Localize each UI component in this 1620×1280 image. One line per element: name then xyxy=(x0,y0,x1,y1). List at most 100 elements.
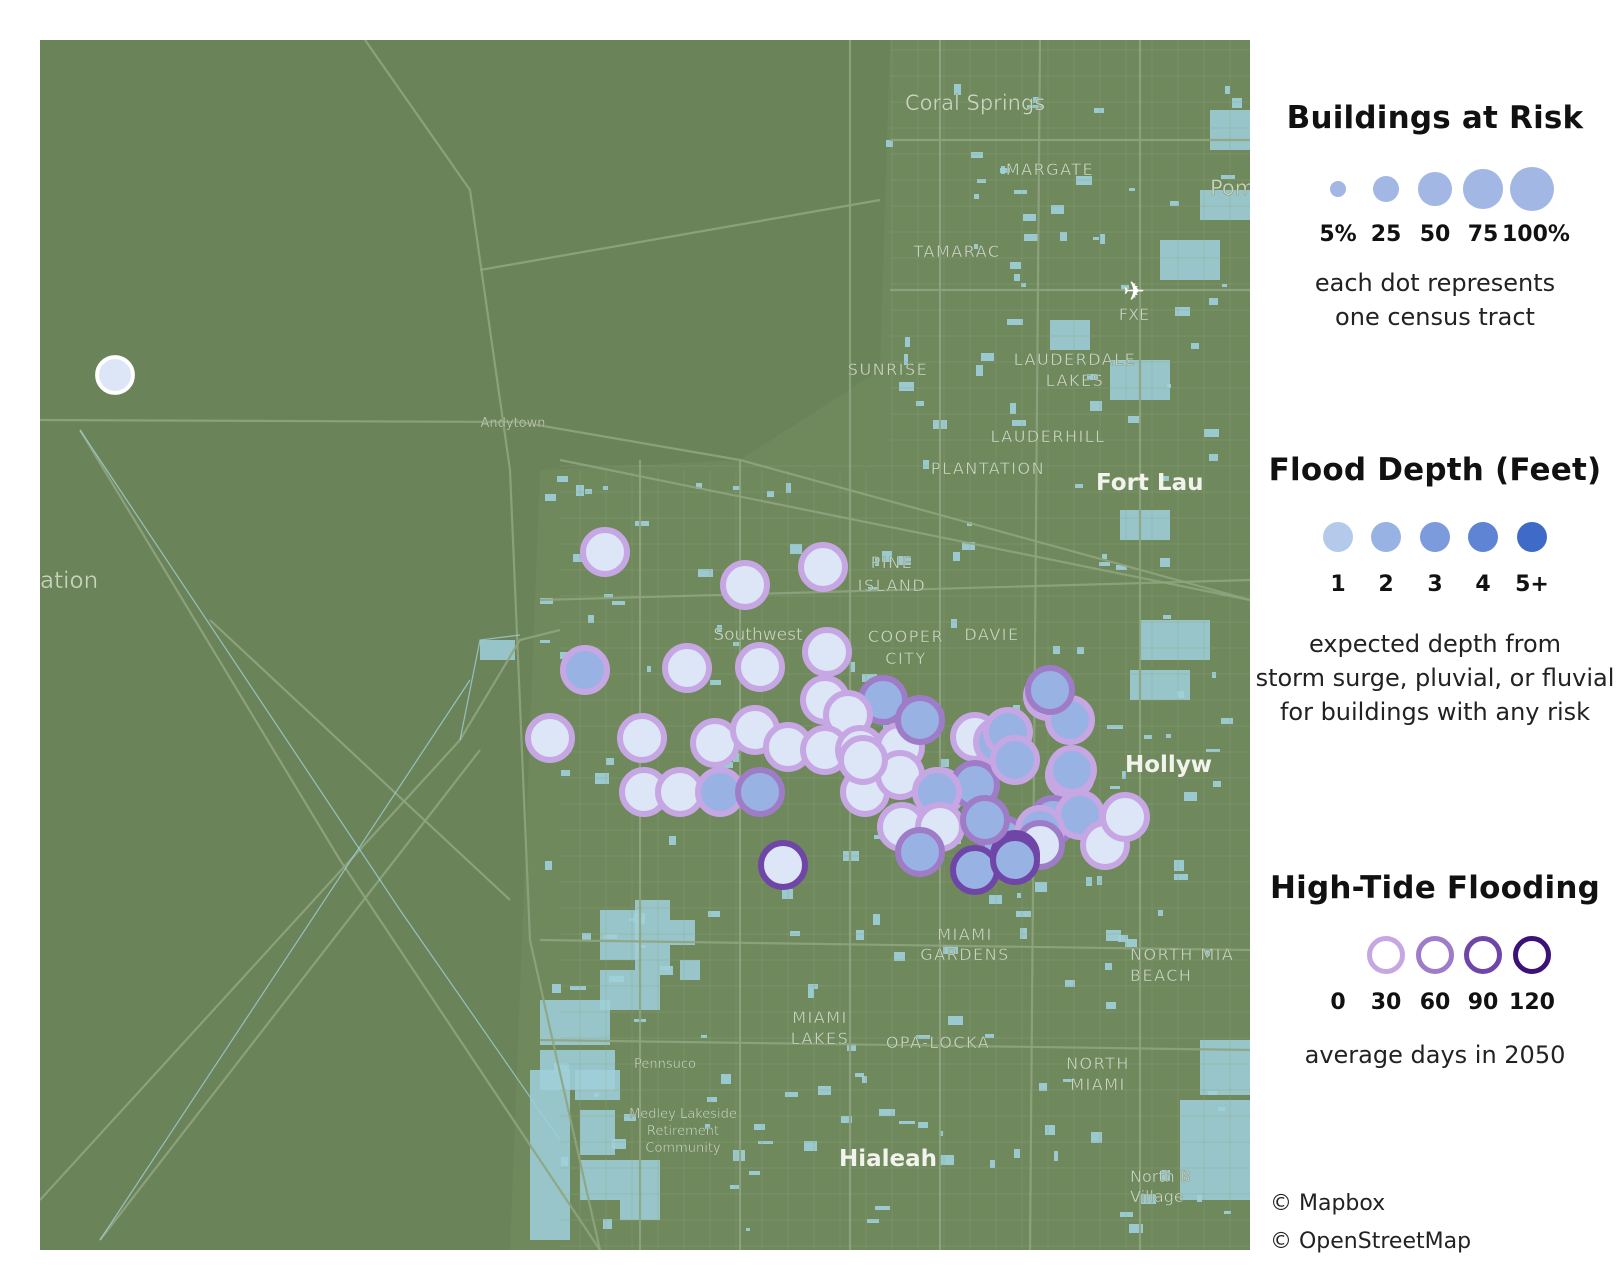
tract-dot[interactable] xyxy=(735,642,785,692)
tract-dot[interactable] xyxy=(720,560,770,610)
risk-size-swatch xyxy=(1418,172,1452,206)
place-label: Hollyw xyxy=(1125,752,1212,778)
place-label: Andytown xyxy=(481,416,546,431)
place-label: Village xyxy=(1130,1187,1184,1206)
place-label: NORTH xyxy=(1066,1054,1130,1073)
place-label: LAKES xyxy=(1046,371,1104,390)
tract-dots xyxy=(95,355,1150,895)
tract-dot[interactable] xyxy=(802,627,852,677)
depth-label: 3 xyxy=(1427,572,1443,597)
tract-dot[interactable] xyxy=(990,835,1040,885)
tract-dot[interactable] xyxy=(895,695,945,745)
risk-size-label: 100% xyxy=(1502,222,1570,247)
tract-dot[interactable] xyxy=(758,840,808,890)
risk-note: each dot represents one census tract xyxy=(1255,266,1615,334)
place-label: LAUDERDALE xyxy=(1014,350,1137,369)
place-label: COOPER xyxy=(868,627,944,646)
depth-label: 1 xyxy=(1330,572,1346,597)
tract-dot[interactable] xyxy=(735,767,785,817)
place-label: Southwest xyxy=(713,625,803,645)
place-label: SUNRISE xyxy=(848,360,928,379)
place-label: LAKES xyxy=(791,1029,849,1048)
tract-dot[interactable] xyxy=(1100,792,1150,842)
place-label: NORTH MIA xyxy=(1130,945,1234,964)
place-label: GARDENS xyxy=(920,945,1010,964)
risk-size-label: 5% xyxy=(1319,222,1357,247)
legend-buildings-at-risk: Buildings at Risk 5% 25 50 75 100% each dot … xyxy=(1255,100,1615,334)
depth-swatch xyxy=(1420,522,1450,552)
place-label: Medley Lakeside xyxy=(629,1107,737,1122)
place-labels: Coral Springs MARGATE Pom TAMARAC FXE SUNRISE… xyxy=(40,91,1250,1206)
place-label: Fort Lau xyxy=(1096,470,1203,496)
place-label: BEACH xyxy=(1130,966,1192,985)
tract-dot[interactable] xyxy=(1047,745,1097,795)
place-label: Pom xyxy=(1210,176,1250,200)
map-credits: © Mapbox © OpenStreetMap xyxy=(1270,1185,1471,1261)
depth-swatch xyxy=(1517,522,1547,552)
tract-dot[interactable] xyxy=(662,643,712,693)
tract-dot[interactable] xyxy=(838,735,888,785)
place-label: Hialeah xyxy=(839,1146,937,1172)
tract-dot[interactable] xyxy=(617,713,667,763)
tract-dot[interactable] xyxy=(798,542,848,592)
depth-note: expected depth from storm surge, pluvial… xyxy=(1255,627,1615,729)
place-label: ation xyxy=(40,568,98,594)
tract-dot[interactable] xyxy=(580,527,630,577)
tract-dot[interactable] xyxy=(990,735,1040,785)
depth-label: 4 xyxy=(1475,572,1491,597)
tract-dot[interactable] xyxy=(560,645,610,695)
risk-size-swatches xyxy=(1255,164,1615,216)
depth-label: 2 xyxy=(1378,572,1394,597)
place-label: MIAMI xyxy=(1070,1075,1126,1094)
tide-ring-swatches xyxy=(1255,930,1615,980)
depth-swatch xyxy=(1371,522,1401,552)
place-label: FXE xyxy=(1119,305,1149,324)
tide-label: 0 xyxy=(1330,990,1346,1015)
risk-size-labels: 5% 25 50 75 100% xyxy=(1255,222,1615,252)
tide-ring-swatch xyxy=(1513,936,1551,974)
place-label: PLANTATION xyxy=(931,459,1045,478)
tract-dot[interactable] xyxy=(960,795,1010,845)
tract-dot[interactable] xyxy=(1025,665,1075,715)
tract-dot[interactable] xyxy=(950,845,1000,895)
tide-label: 30 xyxy=(1370,990,1402,1015)
depth-swatch xyxy=(1323,522,1353,552)
basemap: Coral Springs MARGATE Pom TAMARAC FXE SUNRISE… xyxy=(40,40,1250,1250)
place-label: MIAMI xyxy=(792,1008,848,1027)
place-label: ISLAND xyxy=(858,576,926,595)
risk-size-swatch xyxy=(1373,176,1399,202)
depth-labels: 1 2 3 4 5+ xyxy=(1255,572,1615,602)
place-label: PINE xyxy=(871,553,913,572)
airplane-icon: ✈ xyxy=(1123,277,1145,307)
depth-swatch xyxy=(1468,522,1498,552)
depth-color-swatches xyxy=(1255,512,1615,562)
tide-ring-swatch xyxy=(1367,936,1405,974)
depth-note-line-2: storm surge, pluvial, or fluvial xyxy=(1255,664,1615,692)
place-label: TAMARAC xyxy=(912,242,1000,261)
tide-note: average days in 2050 xyxy=(1304,1041,1566,1069)
legend-flood-depth: Flood Depth (Feet) 1 2 3 4 5+ expected depth… xyxy=(1255,452,1615,729)
place-label: North B xyxy=(1130,1167,1191,1186)
tide-label: 90 xyxy=(1467,990,1499,1015)
place-label: LAUDERHILL xyxy=(990,427,1105,446)
tide-ring-swatch xyxy=(1464,936,1502,974)
legend-depth-title: Flood Depth (Feet) xyxy=(1268,452,1602,488)
depth-note-line-1: expected depth from xyxy=(1308,630,1562,658)
tide-labels: 0 30 60 90 120 xyxy=(1255,990,1615,1020)
place-label: DAVIE xyxy=(964,625,1019,644)
map[interactable]: Coral Springs MARGATE Pom TAMARAC FXE SUNRISE… xyxy=(40,40,1250,1250)
tide-label: 120 xyxy=(1509,990,1555,1015)
tide-label: 60 xyxy=(1419,990,1451,1015)
airport-marker: ✈ xyxy=(1123,277,1145,307)
risk-size-swatch xyxy=(1329,180,1347,198)
tract-dot[interactable] xyxy=(525,713,575,763)
tide-ring-swatch xyxy=(1416,936,1454,974)
credit-mapbox[interactable]: © Mapbox xyxy=(1270,1191,1386,1216)
depth-label: 5+ xyxy=(1515,572,1549,597)
place-label: Community xyxy=(645,1141,721,1156)
place-label: Coral Springs xyxy=(905,91,1045,115)
legend-tide-title: High-Tide Flooding xyxy=(1270,870,1600,906)
credit-openstreetmap[interactable]: © OpenStreetMap xyxy=(1270,1229,1472,1254)
tract-dot[interactable] xyxy=(895,827,945,877)
tract-dot[interactable] xyxy=(95,355,135,395)
